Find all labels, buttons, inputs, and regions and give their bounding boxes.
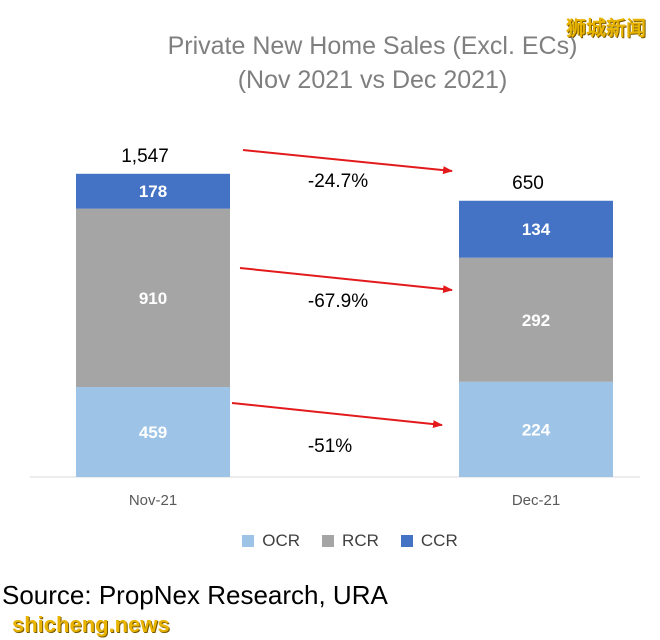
change-arrow-ocr	[231, 402, 443, 429]
bar-segment-rcr-0	[76, 208, 230, 388]
change-label-rcr: -67.9%	[308, 291, 368, 312]
legend-item-ocr: OCR	[242, 531, 300, 551]
data-label-ccr-1: 134	[522, 220, 551, 239]
legend-label-ocr: OCR	[262, 531, 301, 550]
change-label-ccr: -24.7%	[308, 171, 368, 192]
legend-swatch-rcr	[322, 535, 335, 547]
chart-subtitle: (Nov 2021 vs Dec 2021)	[237, 66, 508, 94]
change-arrow-ccr	[242, 149, 453, 175]
change-arrow-rcr	[239, 267, 453, 294]
legend-label-rcr: RCR	[342, 531, 379, 550]
chart-title: Private New Home Sales (Excl. ECs)	[167, 32, 578, 60]
legend-swatch-ocr	[242, 535, 255, 547]
stacked-bar-chart: 459 910 178 1,547 Nov-21 224 292 134 650 Dec-21 -2…	[30, 146, 640, 509]
chart-legend: OCR RCR CCR	[0, 531, 660, 551]
legend-swatch-ccr	[400, 535, 413, 547]
watermark-bottom: shicheng.news	[12, 612, 170, 637]
source-note: Source: PropNex Research, URA	[2, 580, 388, 610]
legend-label-ccr: CCR	[420, 531, 458, 550]
total-label-0: 1,547	[121, 146, 169, 167]
data-label-rcr-0: 910	[139, 289, 167, 308]
bar-segment-rcr-1	[459, 257, 613, 382]
x-tick-label-1: Dec-21	[512, 492, 560, 509]
x-tick-label-0: Nov-21	[129, 492, 177, 509]
bar-segment-ccr-1	[459, 200, 613, 258]
data-label-ocr-0: 459	[139, 423, 167, 442]
bar-segment-ccr-0	[76, 173, 230, 209]
bar-segment-ocr-0	[76, 387, 230, 477]
data-label-ocr-1: 224	[522, 420, 551, 439]
change-label-ocr: -51%	[308, 436, 352, 457]
legend-item-ccr: CCR	[400, 531, 458, 551]
total-label-1: 650	[512, 173, 544, 194]
watermark-top: 狮城新闻	[566, 18, 646, 40]
data-label-rcr-1: 292	[522, 311, 550, 330]
bar-segment-ocr-1	[459, 381, 613, 477]
data-label-ccr-0: 178	[139, 182, 167, 201]
legend-item-rcr: RCR	[322, 531, 379, 551]
